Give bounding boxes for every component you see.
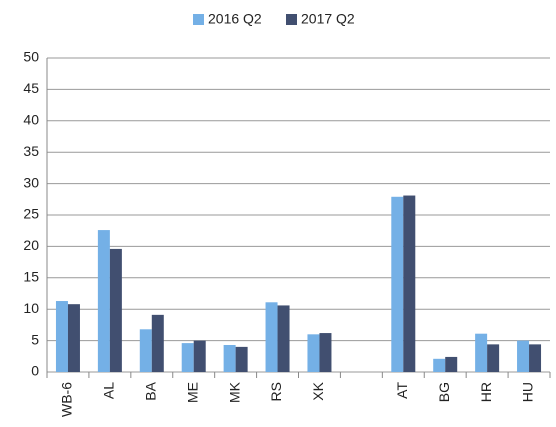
x-tick-label: AL [101,382,117,399]
bar [433,358,446,372]
y-tick-label: 30 [23,174,39,190]
bar [403,195,416,372]
y-tick-label: 0 [31,363,39,379]
y-tick-label: 35 [23,143,39,159]
legend-swatch [286,14,297,25]
bar [151,314,164,372]
y-tick-label: 10 [23,300,39,316]
bar [307,334,320,372]
x-tick-label: BA [142,381,158,400]
bar [235,346,248,372]
x-tick-label: AT [394,382,410,399]
y-tick-label: 45 [23,80,39,96]
y-tick-label: 20 [23,237,39,253]
y-tick-label: 25 [23,206,39,222]
x-tick-label: HR [478,382,494,402]
x-tick-label: ME [184,382,200,403]
legend-swatch [193,14,204,25]
bar [193,340,206,372]
x-tick-label: RS [268,382,284,401]
bar [529,344,542,372]
y-tick-label: 40 [23,112,39,128]
bar [223,344,236,372]
bar [97,230,110,372]
bar [445,356,458,372]
bar [487,344,500,372]
bar [391,196,404,372]
bar [55,301,68,372]
bar [475,333,488,372]
y-tick-label: 50 [23,49,39,65]
bar [181,343,194,372]
y-tick-label: 15 [23,269,39,285]
x-tick-label: HU [520,382,536,402]
bar [139,329,152,372]
legend-label: 2016 Q2 [208,11,262,27]
bar [265,302,278,372]
x-tick-label: MK [226,381,242,403]
x-tick-label: BG [436,382,452,402]
legend-label: 2017 Q2 [301,11,355,27]
bar [67,304,80,372]
x-tick-label: XK [310,381,326,400]
bar [277,305,290,372]
bar [517,340,530,372]
bar [109,248,122,372]
x-tick-label: WB-6 [59,382,75,417]
y-tick-label: 5 [31,331,39,347]
bar [319,333,332,372]
